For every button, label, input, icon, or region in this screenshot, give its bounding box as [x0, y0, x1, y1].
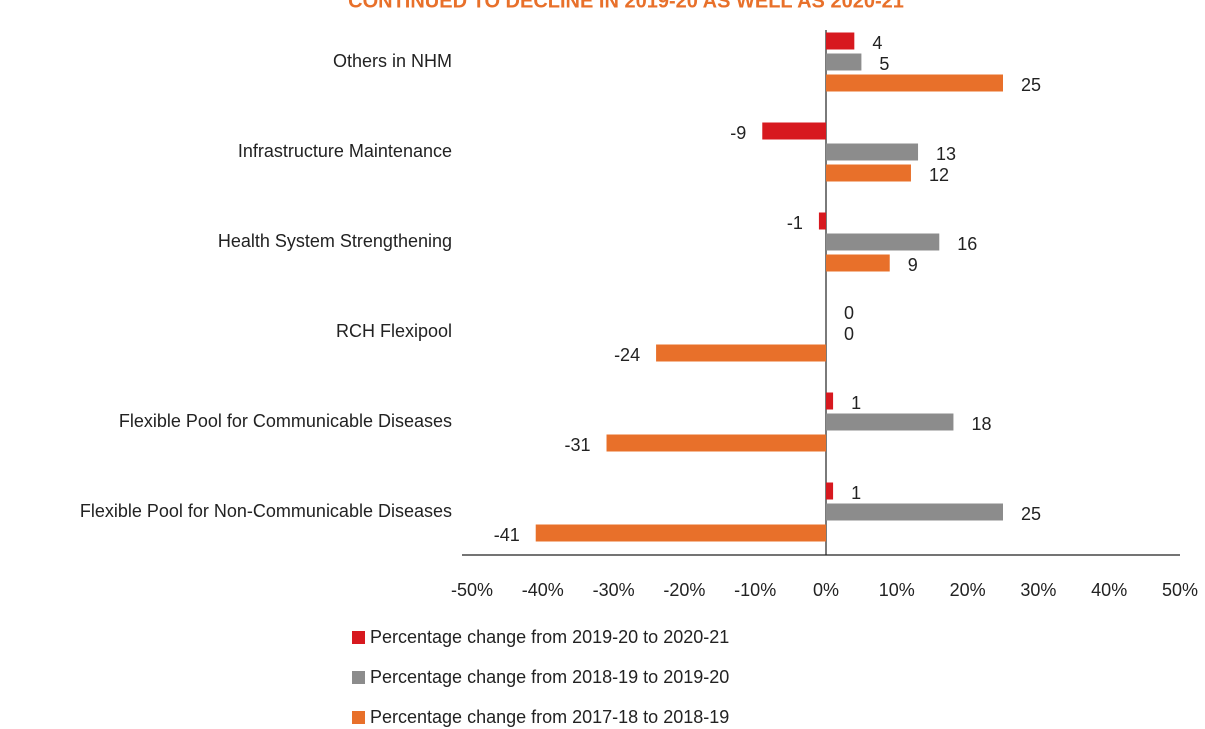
category-label: Flexible Pool for Communicable Diseases [119, 411, 452, 431]
value-label: 5 [879, 54, 889, 74]
legend-label: Percentage change from 2018-19 to 2019-2… [370, 667, 729, 687]
value-label: -9 [730, 123, 746, 143]
bar [535, 524, 826, 542]
value-label: 0 [844, 324, 854, 344]
value-label: 4 [872, 33, 882, 53]
bar [826, 53, 862, 71]
value-label: -41 [494, 525, 520, 545]
category-label: Others in NHM [333, 51, 452, 71]
x-tick-label: 20% [950, 580, 986, 600]
x-tick-label: 30% [1020, 580, 1056, 600]
x-tick-label: -20% [663, 580, 705, 600]
value-label: -1 [787, 213, 803, 233]
x-tick-label: 10% [879, 580, 915, 600]
bar [826, 254, 890, 272]
legend-swatch [352, 711, 365, 724]
bar [656, 344, 826, 362]
bar [606, 434, 826, 452]
category-label: Infrastructure Maintenance [238, 141, 452, 161]
bar [818, 212, 826, 230]
x-tick-label: 50% [1162, 580, 1198, 600]
value-label: 1 [851, 393, 861, 413]
chart-title: CONTINUED TO DECLINE IN 2019-20 AS WELL … [348, 0, 904, 12]
category-label: Flexible Pool for Non-Communicable Disea… [80, 501, 452, 521]
value-label: 1 [851, 483, 861, 503]
x-tick-label: 40% [1091, 580, 1127, 600]
value-label: 18 [971, 414, 991, 434]
value-label: 12 [929, 165, 949, 185]
bar [826, 164, 911, 182]
x-tick-label: 0% [813, 580, 839, 600]
category-label: Health System Strengthening [218, 231, 452, 251]
value-label: -31 [565, 435, 591, 455]
legend-label: Percentage change from 2019-20 to 2020-2… [370, 627, 729, 647]
x-tick-label: -10% [734, 580, 776, 600]
legend-swatch [352, 631, 365, 644]
x-tick-label: -50% [451, 580, 493, 600]
bar [826, 74, 1003, 92]
x-tick-label: -30% [593, 580, 635, 600]
bar [826, 143, 919, 161]
bar [826, 32, 855, 50]
value-label: -24 [614, 345, 640, 365]
value-label: 25 [1021, 504, 1041, 524]
bar [826, 482, 834, 500]
x-tick-label: -40% [522, 580, 564, 600]
bar [826, 413, 954, 431]
bar [826, 503, 1003, 521]
bar [826, 233, 940, 251]
legend-swatch [352, 671, 365, 684]
value-label: 13 [936, 144, 956, 164]
value-label: 0 [844, 303, 854, 323]
bar [762, 122, 826, 140]
value-label: 25 [1021, 75, 1041, 95]
legend-label: Percentage change from 2017-18 to 2018-1… [370, 707, 729, 727]
value-label: 16 [957, 234, 977, 254]
value-label: 9 [908, 255, 918, 275]
bar [826, 392, 834, 410]
category-label: RCH Flexipool [336, 321, 452, 341]
